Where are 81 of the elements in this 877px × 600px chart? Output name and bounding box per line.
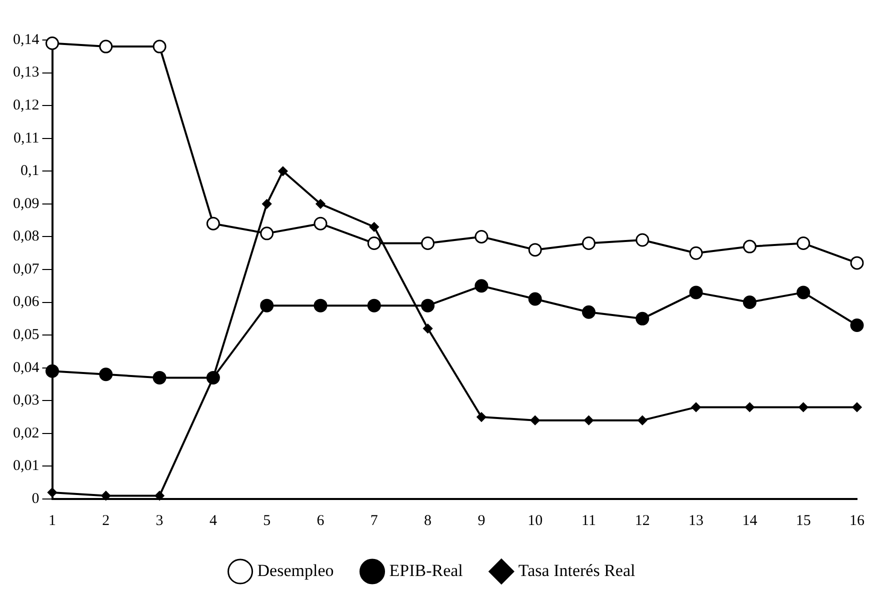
point [689,246,703,260]
x-tick-label: 2 [102,512,110,529]
x-tick-label: 11 [582,512,596,529]
y-tick-label: 0,14 [13,32,40,48]
point [528,292,542,306]
point [278,166,288,176]
point [638,416,648,426]
x-tick-label: 16 [850,512,865,529]
x-tick-label: 8 [424,512,432,529]
x-tick-label: 15 [796,512,811,529]
point [421,298,435,312]
x-tick-label: 7 [370,512,378,529]
y-tick-label: 0,06 [13,294,40,310]
point [154,490,164,500]
point [744,402,754,412]
point [530,416,540,426]
y-tick-label: 0,13 [13,64,40,81]
legend-label: Desempleo [257,560,334,580]
point [474,230,488,244]
point [262,199,272,209]
point [369,222,379,232]
point [582,305,596,319]
y-tick-label: 0,03 [13,392,40,409]
y-tick-label: 0 [32,490,40,507]
legend-label: EPIB-Real [389,560,464,580]
x-tick-label: 5 [263,512,271,529]
point [582,236,596,250]
point [101,490,111,500]
y-tick-label: 0,05 [13,327,40,344]
y-tick-label: 0,08 [13,228,40,245]
point [367,236,381,250]
x-tick-label: 9 [478,512,486,529]
point [152,40,166,54]
point [636,233,650,247]
point [260,226,274,240]
legend-label: Tasa Interés Real [518,560,636,580]
point [528,243,542,257]
x-tick-label: 14 [742,512,758,529]
point [423,324,433,334]
point [852,402,862,412]
point [206,216,220,230]
y-tick-label: 0,02 [13,425,40,442]
x-tick-label: 3 [156,512,164,529]
point [636,312,650,326]
point [367,298,381,312]
point [316,199,326,209]
x-tick-label: 6 [316,512,325,529]
point [314,216,328,230]
point [850,318,864,332]
x-tick-label: 10 [528,512,543,529]
point [796,236,810,250]
point [691,402,701,412]
point [421,236,435,250]
y-tick-label: 0,07 [13,261,40,278]
point [260,298,274,312]
y-tick-label: 0,04 [13,360,40,376]
y-tick-label: 0,01 [13,458,40,474]
x-tick-label: 4 [209,512,218,529]
point [742,240,756,254]
x-tick-label: 12 [634,512,650,529]
point [742,296,756,310]
point [99,368,113,382]
point [850,256,864,270]
y-tick-label: 0,1 [20,163,40,180]
point [314,298,328,312]
point [152,370,166,384]
point [689,286,703,300]
x-tick-label: 13 [688,512,704,529]
point [46,36,59,50]
point [46,364,59,378]
y-tick-label: 0,09 [13,196,40,212]
y-tick-label: 0,12 [13,98,40,114]
point [474,279,488,293]
y-tick-label: 0,11 [14,130,40,146]
point [48,488,57,498]
point [476,412,486,422]
point [99,40,113,54]
point [798,402,808,412]
x-tick-label: 1 [48,512,56,529]
point [584,416,594,426]
point [796,286,810,300]
